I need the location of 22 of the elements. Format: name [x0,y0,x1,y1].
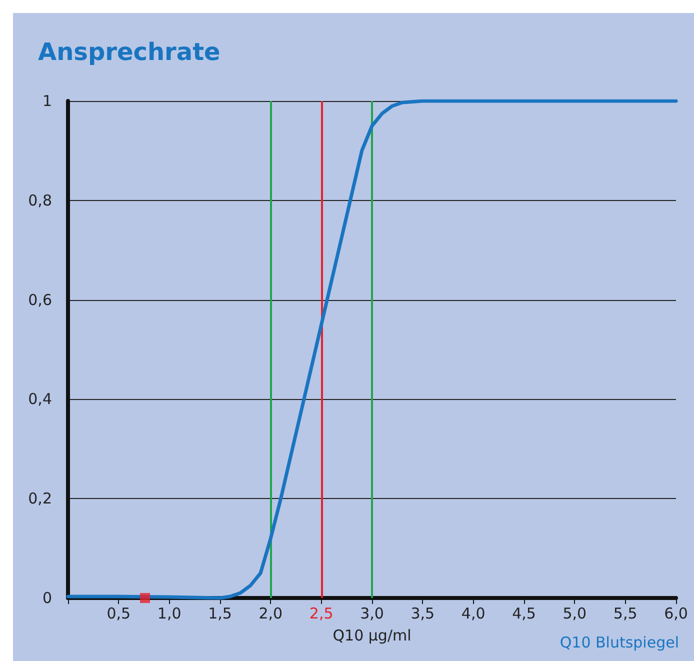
y-tick-label: 0,8 [28,191,52,210]
x-axis-title: Q10 µg/ml [332,626,412,644]
x-tick-label: 2,0 [258,604,283,622]
y-tick-label: 0,2 [28,490,52,508]
x-tick-label: 4,0 [461,604,486,622]
x-tick-label: 4,5 [512,604,536,622]
x-tick-label: 0,5 [106,604,131,622]
y-tick-label: 0 [42,589,52,607]
x-tick-label: 3,0 [360,604,384,622]
x-tick-label: 6,0 [664,604,688,622]
y-tick-label: 0,6 [28,290,52,309]
x-tick-label: 5,0 [562,604,587,622]
x-tick-label: 1,0 [157,604,182,622]
chart-title: Ansprechrate [38,38,220,66]
x-tick-label: 5,5 [613,604,638,622]
x-tick-label: 2,5 [309,604,334,622]
y-tick-label: 1 [42,92,52,110]
line-series [66,99,678,600]
x-tick-label: 1,5 [208,604,232,622]
x-tick-label: 3,5 [410,604,435,622]
text: Q10 Blutspiegel [560,634,680,652]
y-tick-label: 0,4 [28,390,52,408]
